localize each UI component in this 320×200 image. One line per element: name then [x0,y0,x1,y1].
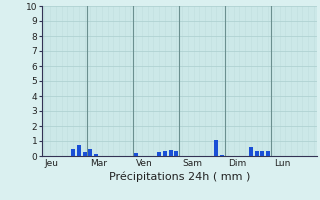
Bar [83,152,87,156]
Bar [157,152,161,156]
Bar [88,149,92,156]
Bar [71,148,75,156]
Bar [249,147,253,156]
Bar [220,155,224,156]
Bar [255,151,259,156]
X-axis label: Précipitations 24h ( mm ): Précipitations 24h ( mm ) [108,172,250,182]
Bar [169,150,172,156]
Bar [134,153,138,156]
Bar [94,154,98,156]
Bar [260,151,264,156]
Bar [163,151,167,156]
Bar [214,140,219,156]
Bar [174,151,178,156]
Bar [77,145,81,156]
Bar [266,151,270,156]
